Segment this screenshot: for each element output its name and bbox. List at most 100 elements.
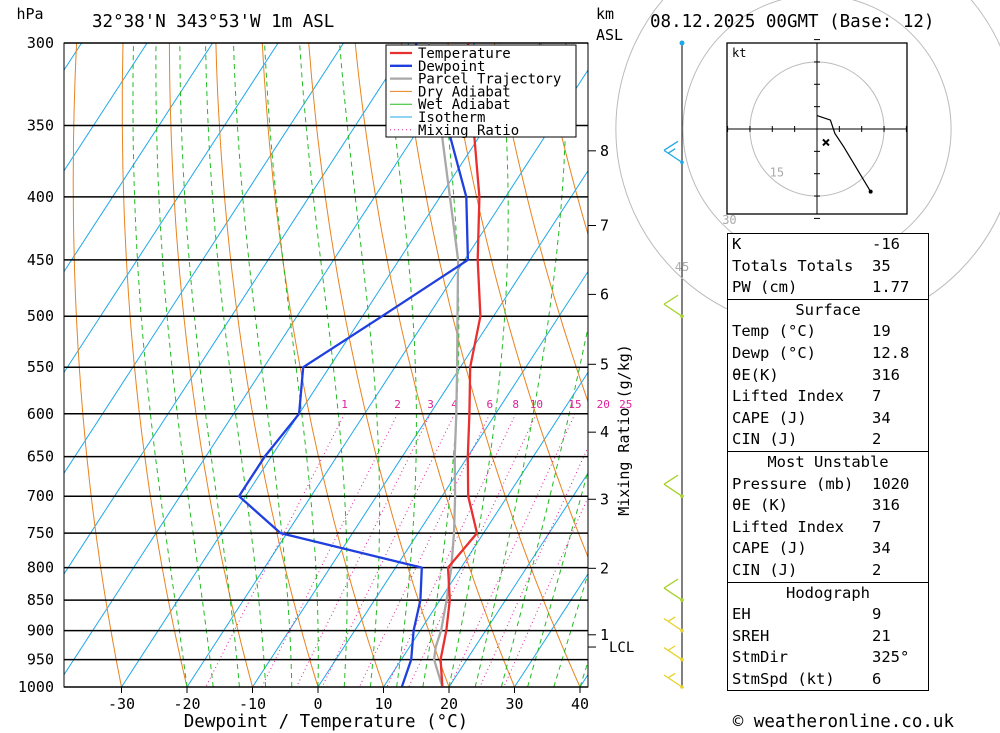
credit-text: © weatheronline.co.uk [733, 712, 955, 732]
temp-tick-label: 30 [505, 695, 523, 713]
index-label: K [732, 235, 742, 253]
temp-tick-label: 0 [313, 695, 322, 713]
isotherm-line [317, 270, 588, 687]
dry-adiabat-line [215, 43, 319, 687]
legend-entry: Temperature [418, 46, 511, 62]
pressure-tick-label: 850 [27, 591, 54, 609]
mixing-ratio-label: 3 [427, 398, 434, 411]
wet-adiabat-line [422, 43, 460, 687]
hodograph-end-point [868, 189, 873, 194]
wind-barb-flag [663, 474, 679, 485]
pressure-tick-label: 750 [27, 524, 54, 542]
mixing-ratio-line [503, 496, 588, 687]
wind-barb-staff [663, 647, 683, 661]
index-label: Dewp (°C) [732, 343, 816, 362]
index-row: CAPE (J) 34 [728, 538, 928, 560]
wind-barb-half-flag [667, 148, 676, 154]
dry-adiabat-line [401, 43, 581, 687]
isotherm-line [186, 69, 588, 687]
wind-barb-flag [663, 140, 679, 151]
index-row: EH 9 [728, 604, 928, 626]
wet-adiabat-line [339, 43, 381, 687]
temp-tick-label: 40 [571, 695, 589, 713]
index-label: Lifted Index [732, 517, 844, 536]
index-value: 325° [872, 648, 910, 667]
index-value: 1.77 [872, 278, 910, 297]
temp-tick-label: -10 [239, 695, 266, 713]
isotherm-line [448, 472, 588, 687]
index-label: Lifted Index [732, 387, 844, 406]
km-tick-label: 8 [600, 142, 609, 160]
isotherm-line [0, 43, 16, 687]
mixing-ratio-label: 6 [486, 398, 493, 411]
isotherm-line [121, 43, 541, 687]
index-value: 2 [872, 560, 882, 579]
indices-panel: K -16 Totals Totals 35 PW (cm) 1.77 Surface T… [727, 233, 929, 692]
legend-box [385, 44, 577, 138]
wet-adiabat-line [155, 43, 214, 687]
index-label: PW (cm) [732, 278, 798, 297]
index-row: CIN (J) 2 [728, 560, 928, 582]
index-label: CAPE (J) [732, 408, 807, 427]
x-axis-label: Dewpoint / Temperature (°C) [184, 712, 468, 732]
legend-entry: Dewpoint [418, 59, 485, 75]
hodograph-ring-label: 15 [770, 165, 784, 179]
surface-indices: Temp (°C) 19 Dewp (°C) 12.8 θE(K) 316 Lifted I… [728, 321, 928, 451]
index-label: StmDir [732, 648, 788, 667]
index-value: 12.8 [872, 343, 910, 362]
pressure-tick-label: 950 [27, 651, 54, 669]
isotherm-line [64, 43, 148, 172]
mixing-ratio-label: 1 [341, 398, 348, 411]
index-value: 34 [872, 408, 891, 427]
index-value: 2 [872, 430, 882, 449]
mixing-ratio-line [408, 413, 537, 687]
km-tick-label: 3 [600, 490, 609, 508]
hodograph-ring-label: 30 [722, 213, 736, 227]
index-label: SREH [732, 626, 770, 645]
dry-adiabat-line [959, 43, 1000, 687]
dry-adiabat-line [354, 43, 515, 687]
asl-unit-label: ASL [596, 26, 623, 44]
wind-barb-flag [663, 578, 679, 589]
wind-barb-flag [663, 294, 679, 305]
index-value: 19 [872, 322, 891, 341]
legend-entry: Wet Adiabat [418, 97, 511, 113]
surface-title: Surface [795, 300, 861, 319]
dry-adiabat-line [121, 43, 188, 687]
hodograph-trace [816, 115, 872, 192]
parcel-trajectory-line [427, 43, 460, 687]
km-tick-label: 4 [600, 423, 609, 441]
legend-entry: Isotherm [418, 110, 485, 126]
wet-adiabat-line [205, 43, 267, 687]
storm-motion-marker [822, 138, 830, 147]
index-value: 21 [872, 626, 891, 645]
mixing-ratio-label: 20 [597, 398, 610, 411]
index-row: Totals Totals 35 [728, 256, 928, 278]
wet-adiabat-line [264, 43, 319, 687]
hodograph-indices: EH 9 SREH 21 StmDir 325° StmSpd (kt) 6 [728, 604, 928, 690]
isobars [64, 42, 588, 688]
calm-wind-marker [679, 40, 685, 46]
index-row: StmSpd (kt) 6 [728, 669, 928, 691]
index-label: Temp (°C) [732, 322, 816, 341]
most-unstable-indices: Pressure (mb) 1020 θE (K) 316 Lifted Index 7 C… [728, 474, 928, 582]
index-value: 6 [872, 669, 882, 688]
index-label: θE(K) [732, 365, 779, 384]
mixing-ratio-line [449, 413, 576, 687]
mixing-ratio-label: 4 [451, 398, 458, 411]
isotherm-line [383, 371, 588, 687]
wet-adiabat-line [385, 43, 417, 687]
index-label: θE (K) [732, 496, 788, 515]
pressure-tick-label: 900 [27, 622, 54, 640]
mixing-ratio-line [261, 413, 399, 687]
temp-tick-label: 20 [440, 695, 458, 713]
wet-adiabat-line [179, 43, 240, 687]
temp-tick-label: -30 [108, 695, 135, 713]
index-label: CAPE (J) [732, 539, 807, 558]
legend-entry: Dry Adiabat [418, 84, 511, 100]
index-row: Dewp (°C) 12.8 [728, 343, 928, 365]
wet-adiabat-line [233, 43, 293, 687]
index-row: SREH 21 [728, 626, 928, 648]
plot-frame [63, 42, 589, 688]
